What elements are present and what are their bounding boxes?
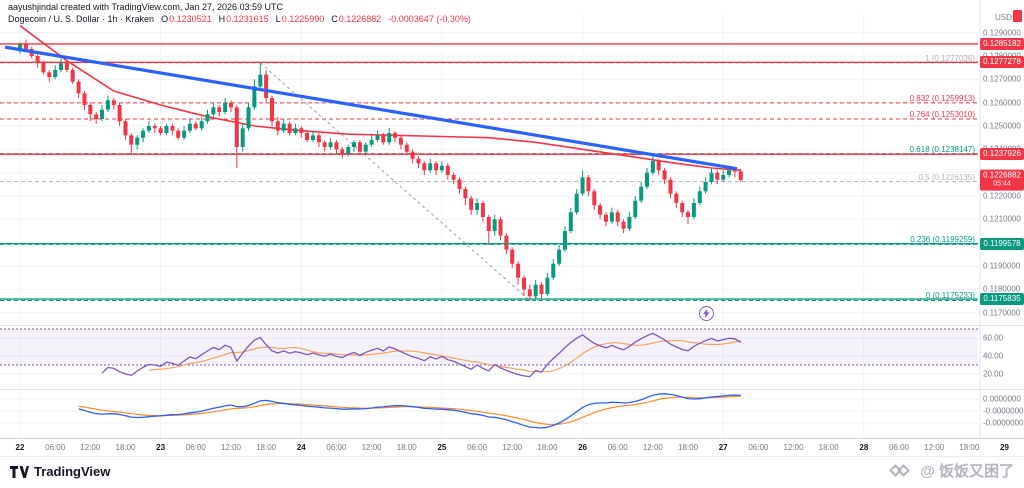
macd-line	[78, 393, 741, 429]
watermark-text: @ 饭饭又困了	[920, 463, 1014, 480]
time-axis-label: 18:00	[537, 443, 558, 452]
macd-tick-label: 0.0000000	[983, 394, 1021, 404]
time-axis-label: 12:00	[924, 443, 945, 452]
macd-tick-label: -0.0000000	[983, 406, 1024, 416]
fib-level-label[interactable]: 0 (0.1175233)	[925, 291, 975, 301]
time-axis-label: 18:00	[256, 443, 277, 452]
ohlc-open: O 0.1230521	[161, 14, 212, 24]
watermark-logo-icon	[889, 463, 912, 478]
price-tick-label: 0.1220000	[983, 191, 1021, 201]
time-axis-label: 06:00	[748, 443, 769, 452]
time-axis-label: 12:00	[502, 443, 523, 452]
price-tick-label: 0.1180000	[983, 284, 1021, 294]
price-tick-label: 0.1190000	[983, 261, 1021, 271]
macd-tick-label: -0.0000000	[983, 418, 1024, 428]
time-axis-label: 24	[296, 443, 306, 452]
time-axis-label: 12:00	[361, 443, 382, 452]
tradingview-logo[interactable]: TradingView	[10, 464, 110, 479]
price-tick-label: 0.1280000	[983, 51, 1021, 60]
fib-level-label[interactable]: 0.618 (0.1238147)	[909, 144, 975, 154]
time-axis-label: 27	[718, 443, 728, 452]
fib-level-label[interactable]: 0.5 (0.1226135)	[918, 172, 976, 182]
time-axis-label: 12:00	[783, 443, 804, 452]
time-axis-label: 23	[156, 443, 166, 452]
time-axis-label: 06:00	[607, 443, 628, 452]
rsi-tick-label: 40.00	[983, 351, 1004, 361]
tradingview-logo-text: TradingView	[34, 464, 111, 479]
price-tick-label: 0.1290000	[983, 28, 1021, 38]
price-axis-badge[interactable]: 0.1226882 05:44	[980, 169, 1024, 191]
price-tick-label: 0.1210000	[983, 214, 1021, 224]
macd-signal-line	[78, 395, 741, 426]
ohlc-high: H 0.1231615	[218, 14, 269, 24]
ma-line[interactable]	[19, 25, 741, 172]
symbol-title[interactable]: Dogecoin / U. S. Dollar · 1h · Kraken	[8, 14, 155, 24]
time-axis-label: 22	[15, 443, 25, 452]
fib-level-label[interactable]: 0.764 (0.1253010)	[909, 109, 975, 119]
change-value: -0.0003647 (-0.30%)	[388, 14, 471, 24]
fib-level-label[interactable]: 0.236 (0.1199259)	[910, 235, 975, 245]
watermark: @ 饭饭又困了	[889, 460, 1014, 481]
time-axis-label: 12:00	[220, 443, 241, 452]
tradingview-logo-icon	[10, 465, 29, 478]
time-axis-label: 25	[437, 443, 447, 452]
rsi-panel[interactable]	[0, 328, 978, 378]
fib-level-label[interactable]: 1 (0.1277036)	[925, 53, 975, 63]
time-axis-label: 06:00	[185, 443, 206, 452]
rsi-ma-line	[148, 339, 741, 373]
time-axis-label: 28	[859, 443, 869, 452]
horizontal-price-lines[interactable]	[0, 43, 978, 300]
price-axis-badge[interactable]: 0.1175835	[980, 293, 1024, 306]
panel-borders	[0, 0, 1024, 439]
time-axis-label: 06:00	[467, 443, 488, 452]
fib-level-label[interactable]: 0.832 (0.1259913)	[909, 93, 975, 103]
lightning-icon	[703, 309, 710, 318]
flag-icon[interactable]	[1013, 10, 1022, 22]
price-tick-label: 0.1260000	[983, 98, 1021, 108]
rsi-line	[101, 332, 742, 378]
time-axis-label: 18:00	[678, 443, 699, 452]
time-axis-label: 18:00	[115, 443, 136, 452]
price-axis-badge[interactable]: 0.1285182	[980, 37, 1024, 50]
countdown-timer: 05:44	[993, 180, 1011, 188]
price-axis-badge[interactable]: 0.1237926	[980, 148, 1024, 161]
price-axis-badge[interactable]: 0.1199578	[980, 237, 1024, 250]
time-axis-label: 06:00	[326, 443, 347, 452]
ohlc-low: L 0.1225990	[275, 14, 325, 24]
rsi-tick-label: 60.00	[983, 333, 1004, 343]
candlestick-series[interactable]	[18, 39, 743, 301]
time-axis-label: 06:00	[45, 443, 66, 452]
time-axis-label: 12:00	[642, 443, 663, 452]
time-axis-label: 18:00	[959, 443, 980, 452]
attribution-text: aayushjindal created with TradingView.co…	[8, 2, 283, 12]
fib-retracement-lines[interactable]	[0, 62, 978, 301]
currency-label[interactable]: USD	[995, 13, 1012, 22]
ohlc-close: C 0.1226882	[331, 14, 382, 24]
time-axis-label: 18:00	[396, 443, 417, 452]
time-axis-label: 12:00	[80, 443, 101, 452]
time-axis-label: 26	[578, 443, 587, 452]
drawing-anchor-icon[interactable]	[699, 306, 714, 321]
price-tick-label: 0.1170000	[983, 308, 1021, 318]
price-tick-label: 0.1250000	[983, 121, 1021, 131]
footer-bar: TradingView @ 饭饭又困了	[0, 456, 1024, 488]
time-axis-label: 29	[1000, 443, 1009, 452]
time-axis-label: 06:00	[888, 443, 910, 452]
price-axis-badge[interactable]: 0.1277278	[980, 56, 1024, 69]
price-tick-label: 0.1270000	[983, 74, 1021, 84]
macd-panel[interactable]	[78, 393, 741, 429]
rsi-tick-label: 20.00	[983, 369, 1004, 379]
trendline[interactable]	[4, 45, 738, 171]
time-axis-label: 18:00	[818, 443, 839, 452]
price-chart-canvas[interactable]	[0, 0, 1024, 455]
grid-lines	[0, 14, 978, 438]
